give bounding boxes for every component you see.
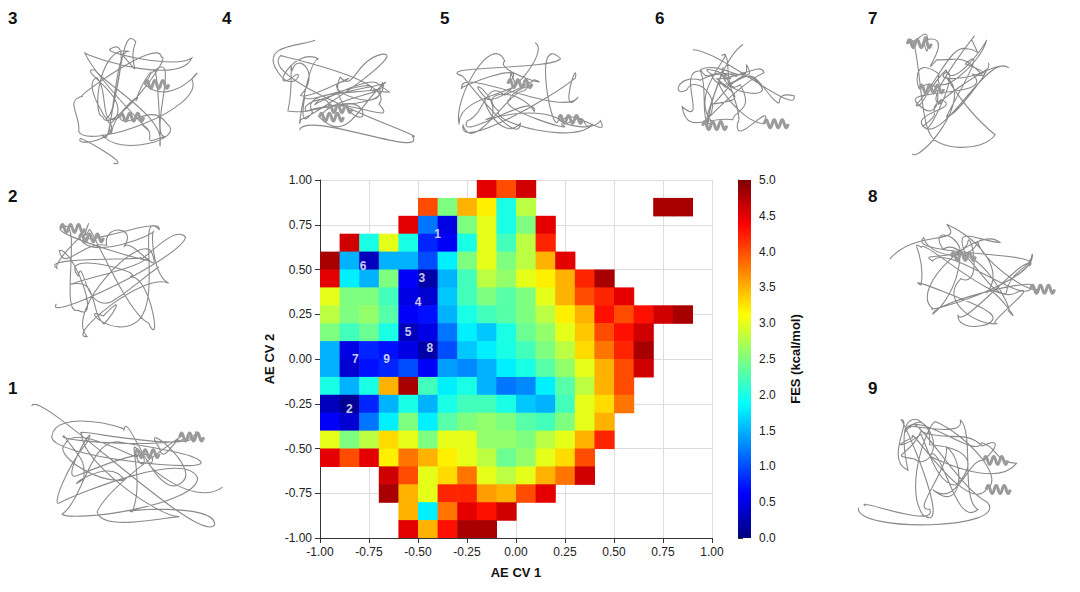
svg-text:1.5: 1.5 <box>759 424 776 438</box>
svg-text:0.25: 0.25 <box>553 545 577 559</box>
svg-text:0.00: 0.00 <box>289 352 313 366</box>
svg-text:-0.75: -0.75 <box>355 545 383 559</box>
svg-text:4: 4 <box>415 295 422 309</box>
svg-text:0.25: 0.25 <box>289 307 313 321</box>
svg-text:4: 4 <box>222 9 232 28</box>
svg-text:AE CV 1: AE CV 1 <box>491 565 542 580</box>
svg-text:AE CV 2: AE CV 2 <box>262 334 277 385</box>
svg-text:9: 9 <box>868 379 877 398</box>
svg-text:-0.50: -0.50 <box>285 442 313 456</box>
svg-text:6: 6 <box>360 259 367 273</box>
svg-text:-1.00: -1.00 <box>306 545 334 559</box>
svg-text:0.00: 0.00 <box>504 545 528 559</box>
svg-text:2.0: 2.0 <box>759 388 776 402</box>
svg-text:-0.50: -0.50 <box>404 545 432 559</box>
svg-text:0.50: 0.50 <box>289 263 313 277</box>
svg-text:-0.25: -0.25 <box>285 397 313 411</box>
svg-text:0.50: 0.50 <box>602 545 626 559</box>
svg-text:8: 8 <box>868 187 877 206</box>
svg-text:5: 5 <box>440 9 449 28</box>
svg-text:1: 1 <box>8 379 17 398</box>
svg-text:3.5: 3.5 <box>759 280 776 294</box>
svg-text:2: 2 <box>8 187 17 206</box>
svg-text:-0.75: -0.75 <box>285 486 313 500</box>
svg-text:1: 1 <box>434 227 441 241</box>
svg-text:4.5: 4.5 <box>759 209 776 223</box>
svg-text:2: 2 <box>346 402 353 416</box>
svg-text:3: 3 <box>419 271 426 285</box>
svg-text:FES (kcal/mol): FES (kcal/mol) <box>788 314 803 404</box>
svg-text:0.0: 0.0 <box>759 531 776 545</box>
svg-text:3: 3 <box>8 9 17 28</box>
svg-text:7: 7 <box>868 9 877 28</box>
svg-text:7: 7 <box>352 352 359 366</box>
svg-text:4.0: 4.0 <box>759 245 776 259</box>
svg-text:0.75: 0.75 <box>651 545 675 559</box>
svg-text:5.0: 5.0 <box>759 173 776 187</box>
svg-text:-1.00: -1.00 <box>285 531 313 545</box>
svg-text:-0.25: -0.25 <box>453 545 481 559</box>
svg-text:2.5: 2.5 <box>759 352 776 366</box>
svg-text:1.0: 1.0 <box>759 459 776 473</box>
svg-text:1.00: 1.00 <box>289 173 313 187</box>
svg-text:0.5: 0.5 <box>759 495 776 509</box>
svg-text:5: 5 <box>405 325 412 339</box>
svg-text:6: 6 <box>655 9 664 28</box>
svg-text:3.0: 3.0 <box>759 316 776 330</box>
svg-text:0.75: 0.75 <box>289 218 313 232</box>
svg-text:9: 9 <box>383 352 390 366</box>
svg-text:8: 8 <box>426 341 433 355</box>
svg-text:1.00: 1.00 <box>700 545 724 559</box>
